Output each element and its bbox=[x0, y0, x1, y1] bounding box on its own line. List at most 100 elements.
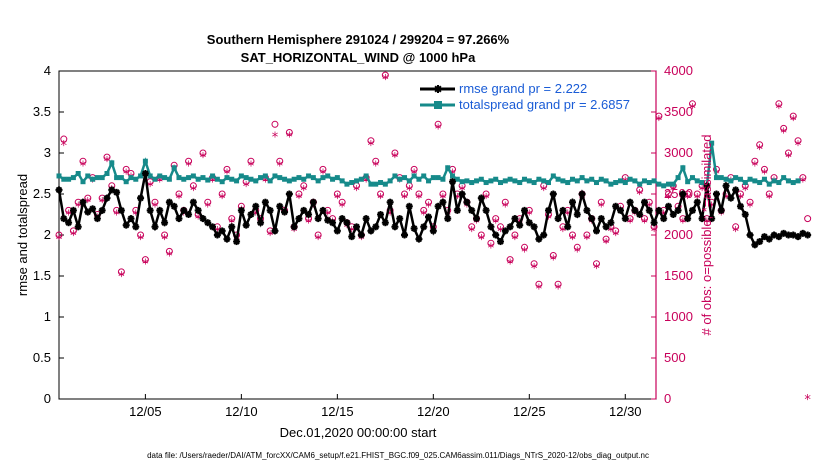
spread-point bbox=[195, 176, 201, 182]
rmse-point bbox=[333, 227, 341, 235]
obs-possible-point bbox=[333, 190, 341, 198]
spread-point bbox=[320, 175, 326, 181]
rmse-point bbox=[55, 186, 63, 194]
rmse-point bbox=[664, 202, 672, 210]
obs-possible-point bbox=[55, 231, 63, 239]
spread-point bbox=[426, 178, 432, 184]
obs-assimilated-point: * bbox=[752, 159, 759, 174]
obs-assimilated-point: * bbox=[761, 168, 768, 183]
y2-tick-label: 3500 bbox=[664, 104, 693, 119]
rmse-point bbox=[804, 231, 812, 239]
obs-assimilated-point: * bbox=[89, 176, 96, 191]
obs-possible-point bbox=[775, 100, 783, 108]
obs-assimilated-point: * bbox=[497, 225, 504, 240]
rmse-point bbox=[213, 231, 221, 239]
rmse-point bbox=[300, 206, 308, 214]
rmse-point bbox=[98, 206, 106, 214]
spread-point bbox=[569, 176, 575, 182]
obs-assimilated-point: * bbox=[248, 159, 255, 174]
obs-assimilated-point: * bbox=[776, 102, 783, 117]
rmse-point bbox=[693, 198, 701, 206]
y2-tick-label: 2000 bbox=[664, 227, 693, 242]
rmse-point bbox=[223, 235, 231, 243]
y2-tick-label: 0 bbox=[664, 391, 671, 406]
rmse-point bbox=[698, 215, 706, 223]
rmse-point bbox=[410, 224, 418, 232]
spread-point bbox=[416, 176, 422, 182]
rmse-point bbox=[117, 206, 125, 214]
rmse-point bbox=[592, 227, 600, 235]
obs-assimilated-point: * bbox=[704, 217, 711, 232]
spread-point bbox=[579, 175, 585, 181]
spread-point bbox=[330, 176, 336, 182]
rmse-point bbox=[636, 211, 644, 218]
spread-point bbox=[440, 176, 446, 182]
spread-point bbox=[205, 177, 211, 183]
rmse-point bbox=[396, 215, 404, 223]
spread-point bbox=[56, 173, 62, 179]
obs-possible-point bbox=[223, 165, 231, 173]
spread-point bbox=[349, 180, 355, 186]
rmse-point bbox=[420, 223, 428, 231]
obs-assimilated-point: * bbox=[416, 192, 423, 207]
rmse-point bbox=[74, 223, 82, 231]
rmse-point bbox=[458, 190, 466, 198]
rmse-point bbox=[708, 215, 716, 223]
spread-point bbox=[99, 175, 105, 181]
chart-subtitle: SAT_HORIZONTAL_WIND @ 1000 hPa bbox=[241, 50, 476, 65]
spread-point bbox=[694, 178, 700, 184]
obs-assimilated-point: * bbox=[564, 209, 571, 224]
x-tick-label: 12/30 bbox=[609, 404, 642, 419]
obs-assimilated-point: * bbox=[766, 192, 773, 207]
spread-point bbox=[474, 178, 480, 184]
rmse-point bbox=[180, 206, 188, 214]
spread-point bbox=[435, 175, 441, 181]
obs-possible-point bbox=[804, 215, 812, 223]
obs-assimilated-point: * bbox=[291, 225, 298, 240]
spread-point bbox=[358, 176, 364, 182]
spread-point bbox=[502, 178, 508, 184]
obs-possible-point bbox=[300, 182, 308, 190]
rmse-point bbox=[381, 219, 389, 227]
rmse-point bbox=[602, 223, 610, 231]
rmse-point bbox=[285, 190, 293, 198]
rmse-point bbox=[621, 215, 629, 223]
rmse-point bbox=[794, 233, 802, 241]
obs-assimilated-point: * bbox=[137, 233, 144, 248]
spread-point bbox=[776, 180, 782, 186]
spread-point bbox=[771, 178, 777, 184]
spread-point bbox=[253, 178, 259, 184]
obs-assimilated-point: * bbox=[756, 143, 763, 158]
obs-assimilated-point: * bbox=[435, 122, 442, 137]
rmse-point bbox=[640, 198, 648, 206]
obs-assimilated-point: * bbox=[737, 192, 744, 207]
obs-possible-point bbox=[410, 165, 418, 173]
rmse-point bbox=[165, 198, 173, 206]
obs-assimilated-point: * bbox=[320, 168, 327, 183]
obs-assimilated-point: * bbox=[387, 209, 394, 224]
spread-point bbox=[234, 178, 240, 184]
spread-point bbox=[334, 175, 340, 181]
spread-point bbox=[488, 178, 494, 184]
obs-assimilated-point: * bbox=[70, 229, 77, 244]
spread-point bbox=[718, 175, 724, 181]
obs-possible-point bbox=[247, 157, 255, 165]
obs-assimilated-point: * bbox=[560, 225, 567, 240]
y-tick-label: 3 bbox=[44, 145, 51, 160]
spread-point bbox=[267, 178, 273, 184]
spread-point bbox=[114, 175, 120, 181]
y2-tick-label: 1500 bbox=[664, 268, 693, 283]
x-axis-label: Dec.01,2020 00:00:00 start bbox=[280, 425, 437, 440]
rmse-point bbox=[564, 223, 572, 231]
obs-assimilated-point: * bbox=[627, 217, 634, 232]
rmse-point bbox=[189, 198, 197, 206]
obs-assimilated-point: * bbox=[185, 159, 192, 174]
rmse-point bbox=[578, 190, 586, 198]
rmse-point bbox=[305, 211, 313, 218]
spread-point bbox=[613, 180, 619, 186]
obs-possible-point bbox=[185, 157, 193, 165]
obs-possible-point bbox=[602, 235, 610, 243]
rmse-point bbox=[338, 215, 346, 223]
obs-assimilated-point: * bbox=[368, 139, 375, 154]
